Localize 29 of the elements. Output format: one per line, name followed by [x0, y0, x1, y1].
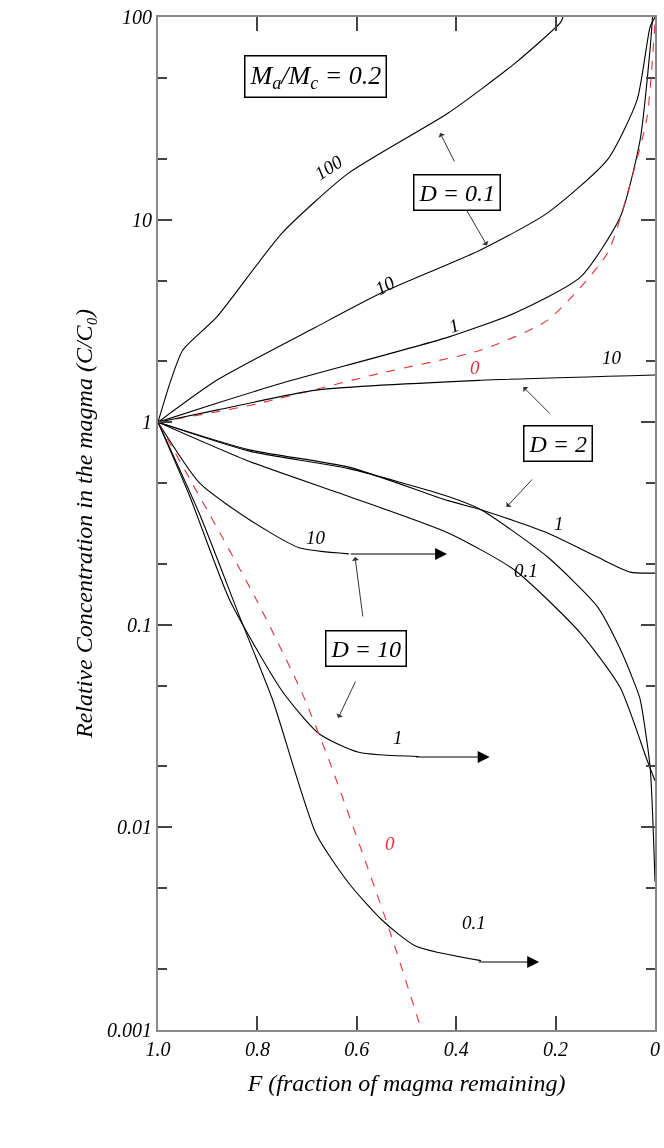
y-tick-label: 0.001: [107, 1019, 152, 1041]
annotation: 0.1: [462, 912, 486, 933]
annotation: 100: [310, 150, 347, 185]
x-tick-label: 0.2: [543, 1038, 569, 1060]
y-tick-label: 10: [132, 208, 152, 231]
x-tick-label: 0.8: [244, 1038, 270, 1060]
x-tick-label: 0.6: [344, 1038, 370, 1060]
x-tick-label: 0: [650, 1038, 660, 1060]
y-tick-label: 100: [122, 6, 152, 28]
annotation: 1: [554, 513, 564, 534]
annotation: M$_{a}$/M$_{c}$ = 0.2: [249, 60, 382, 93]
annotation: 0: [470, 357, 480, 378]
annotation: 1: [445, 314, 462, 338]
annotation: D = 10: [330, 635, 402, 662]
annotation: 10: [371, 271, 399, 300]
x-tick-label: 1.0: [145, 1038, 171, 1060]
annotation: 0: [385, 833, 395, 854]
x-tick-label: 0.4: [443, 1038, 469, 1060]
y-tick-label: 0.01: [117, 816, 152, 839]
annotation: D = 2: [528, 430, 588, 457]
y-tick-label: 0.1: [127, 613, 152, 636]
annotation: D = 0.1: [418, 179, 496, 206]
y-axis-title: Relative Concentration in the magma (C/C₀): [70, 309, 97, 739]
x-axis-title: F (fraction of magma remaining): [246, 1069, 566, 1096]
y-tick-label: 1: [142, 411, 152, 434]
annotation: 0.1: [514, 560, 538, 581]
annotation: 10: [602, 347, 622, 368]
annotation: 1: [393, 727, 403, 748]
annotation: 10: [306, 527, 326, 548]
